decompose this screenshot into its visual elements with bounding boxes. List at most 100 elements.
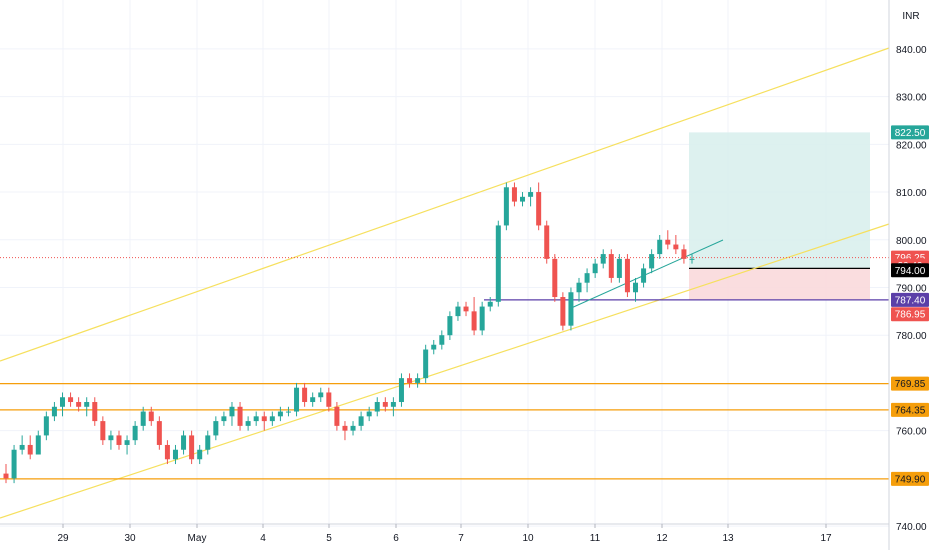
candle <box>624 254 630 298</box>
candle-body <box>43 416 49 436</box>
candle-body <box>681 249 687 259</box>
candle <box>407 373 413 388</box>
candle-body <box>479 306 485 331</box>
candle-body <box>156 421 162 445</box>
candle <box>277 406 283 422</box>
candle <box>140 406 146 431</box>
candle <box>552 254 558 302</box>
candle-body <box>19 444 25 450</box>
candle-body <box>229 406 235 417</box>
candle-body <box>197 449 203 460</box>
price-tag-label: 764.35 <box>895 405 926 416</box>
candle-body <box>665 239 671 245</box>
candle-body <box>520 196 526 202</box>
candle <box>431 339 437 355</box>
candle <box>447 311 453 340</box>
candle-body <box>423 349 429 379</box>
candle <box>43 411 49 441</box>
candle <box>326 387 332 412</box>
candle <box>633 277 639 302</box>
candle <box>318 387 324 403</box>
candle-body <box>407 378 413 383</box>
candle-body <box>189 435 195 460</box>
candle <box>92 397 98 426</box>
candle <box>600 249 606 269</box>
candle-body <box>568 292 574 326</box>
candle-body <box>633 282 639 293</box>
candle-body <box>302 387 308 403</box>
price-tag-label: 794.00 <box>895 266 926 277</box>
drawing-lines <box>0 47 890 519</box>
candle-body <box>213 421 219 436</box>
candle <box>51 402 57 422</box>
price-tag-bg <box>891 471 929 486</box>
price-tag: 786.95 <box>891 307 929 322</box>
time-tick-label: May <box>188 533 207 544</box>
price-tag-bg <box>891 376 929 391</box>
candle <box>528 187 534 207</box>
candle-body <box>164 444 170 460</box>
candle-body <box>536 192 542 226</box>
candle-body <box>116 435 122 445</box>
candle <box>84 397 90 417</box>
candle <box>181 430 187 455</box>
candle-body <box>439 335 445 345</box>
candle-body <box>624 258 630 293</box>
candle <box>100 416 106 445</box>
candle <box>221 411 227 426</box>
candle <box>568 287 574 331</box>
candle <box>35 430 41 455</box>
price-tag-label: 769.85 <box>895 379 926 390</box>
candle-body <box>342 425 348 431</box>
candle-body <box>616 258 622 278</box>
price-tick-label: 800.00 <box>896 236 927 247</box>
price-tag-bg <box>891 263 929 278</box>
candle <box>681 244 687 264</box>
price-tag-label: 749.90 <box>895 474 926 485</box>
time-tick-label: 6 <box>393 533 399 544</box>
candle-body <box>544 225 550 259</box>
candle-body <box>294 387 300 412</box>
candle-body <box>495 225 501 302</box>
currency-label: INR <box>902 11 919 22</box>
candle-body <box>366 411 372 417</box>
candle <box>237 402 243 431</box>
loss-zone <box>689 268 870 300</box>
candle-body <box>649 254 655 269</box>
candle <box>68 392 74 407</box>
price-tick-label: 830.00 <box>896 93 927 104</box>
price-tag-label: 787.40 <box>895 295 926 306</box>
candle-body <box>261 416 267 422</box>
price-tick-label: 780.00 <box>896 331 927 342</box>
candle <box>592 258 598 278</box>
candle-body <box>3 473 9 479</box>
time-tick-label: 30 <box>124 533 136 544</box>
candle-body <box>108 435 114 441</box>
channel-lower-line <box>0 223 890 519</box>
candle-body <box>350 425 356 431</box>
candle-body <box>503 187 509 226</box>
candle-body <box>76 402 82 407</box>
candle-body <box>269 416 275 422</box>
candle <box>59 392 65 417</box>
candle-body <box>310 397 316 403</box>
candle <box>616 254 622 283</box>
candle-body <box>100 421 106 441</box>
candle-body <box>552 258 558 298</box>
candle-body <box>237 406 243 426</box>
candle <box>576 277 582 302</box>
candle-body <box>455 306 461 317</box>
candle <box>544 220 550 264</box>
candle <box>156 416 162 450</box>
price-tag-bg <box>891 125 929 140</box>
candle <box>415 373 421 388</box>
time-tick-label: 13 <box>722 533 734 544</box>
price-tag: 787.40 <box>891 292 929 307</box>
candle <box>342 421 348 441</box>
candle <box>116 430 122 450</box>
candle <box>503 182 509 231</box>
price-tag-bg <box>891 402 929 417</box>
candle-body <box>415 378 421 383</box>
candle <box>334 402 340 431</box>
